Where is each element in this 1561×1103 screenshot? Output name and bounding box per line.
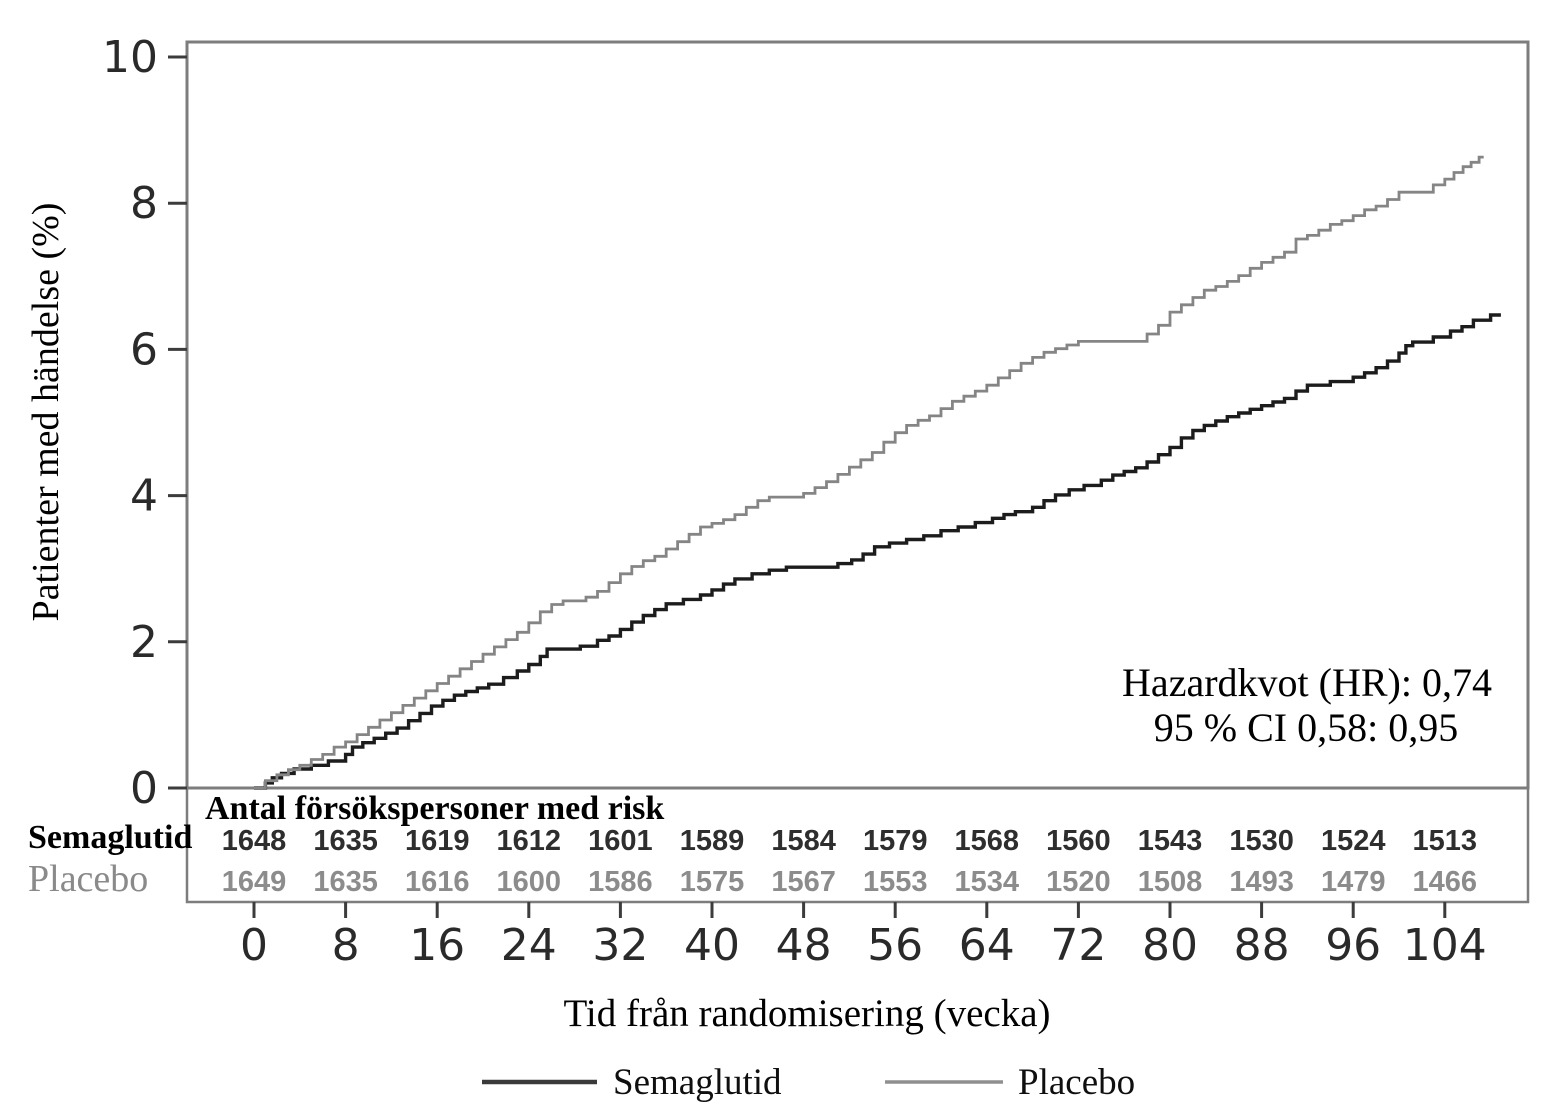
risk-count-semaglutid: 1648 — [222, 825, 287, 857]
x-tick-label: 64 — [959, 920, 1015, 971]
risk-count-semaglutid: 1513 — [1413, 825, 1478, 857]
risk-table-title: Antal försökspersoner med risk — [205, 790, 664, 827]
x-tick-label: 32 — [592, 920, 648, 971]
x-tick-label: 88 — [1234, 920, 1290, 971]
y-tick-label: 10 — [102, 32, 158, 83]
x-axis-title: Tid från randomisering (vecka) — [563, 992, 1050, 1035]
risk-count-semaglutid: 1619 — [405, 825, 470, 857]
risk-count-semaglutid: 1584 — [771, 825, 836, 857]
risk-count-placebo: 1600 — [497, 866, 562, 898]
risk-table-rows: 1648 1635 1619 1612 1601 1589 1584 1579 1568 1560… — [222, 825, 1477, 898]
risk-count-placebo: 1635 — [313, 866, 378, 898]
x-tick-label: 56 — [867, 920, 923, 971]
x-tick-label: 72 — [1050, 920, 1106, 971]
risk-count-semaglutid: 1601 — [588, 825, 653, 857]
x-tick-label: 16 — [409, 920, 465, 971]
x-tick-label: 0 — [240, 920, 268, 971]
risk-count-placebo: 1567 — [771, 866, 836, 898]
risk-count-placebo: 1534 — [955, 866, 1020, 898]
risk-count-semaglutid: 1524 — [1321, 825, 1386, 857]
risk-count-semaglutid: 1568 — [955, 825, 1020, 857]
x-tick-label: 80 — [1142, 920, 1198, 971]
annotation-hazard-ratio: Hazardkvot (HR): 0,74 — [1122, 660, 1492, 705]
series-line-semaglutid — [254, 313, 1501, 790]
risk-count-semaglutid: 1635 — [313, 825, 378, 857]
risk-count-placebo: 1466 — [1413, 866, 1478, 898]
y-tick-label: 2 — [130, 617, 158, 668]
risk-count-semaglutid: 1579 — [863, 825, 928, 857]
legend-label-placebo: Placebo — [1018, 1062, 1135, 1103]
x-tick-label: 40 — [684, 920, 740, 971]
risk-count-semaglutid: 1560 — [1046, 825, 1111, 857]
y-axis-ticks: 0 2 4 6 8 10 — [102, 32, 187, 814]
risk-count-placebo: 1479 — [1321, 866, 1386, 898]
risk-count-semaglutid: 1543 — [1138, 825, 1203, 857]
y-axis-title: Patienter med händelse (%) — [25, 203, 67, 622]
x-tick-label: 24 — [501, 920, 557, 971]
risk-count-placebo: 1649 — [222, 866, 287, 898]
risk-count-placebo: 1586 — [588, 866, 653, 898]
x-tick-label: 96 — [1325, 920, 1381, 971]
risk-table-frame — [185, 786, 1530, 904]
x-tick-label: 8 — [332, 920, 360, 971]
x-axis-ticks: 0 8 16 24 32 40 48 56 64 72 80 88 96 104 — [240, 902, 1487, 971]
annotation-confidence-interval: 95 % CI 0,58: 0,95 — [1154, 705, 1458, 750]
y-tick-label: 4 — [130, 471, 158, 522]
y-tick-label: 8 — [130, 178, 158, 229]
risk-count-placebo: 1493 — [1229, 866, 1294, 898]
y-tick-label: 0 — [130, 763, 158, 814]
risk-count-placebo: 1520 — [1046, 866, 1111, 898]
risk-count-placebo: 1553 — [863, 866, 928, 898]
y-tick-label: 6 — [130, 324, 158, 375]
series-line-placebo — [254, 155, 1484, 790]
risk-row-label-placebo: Placebo — [28, 858, 148, 900]
legend-label-semaglutid: Semaglutid — [613, 1062, 782, 1103]
risk-count-placebo: 1616 — [405, 866, 470, 898]
risk-count-placebo: 1575 — [680, 866, 745, 898]
x-tick-label: 48 — [776, 920, 832, 971]
risk-count-semaglutid: 1612 — [497, 825, 562, 857]
risk-count-semaglutid: 1530 — [1229, 825, 1294, 857]
risk-row-label-semaglutid: Semaglutid — [28, 819, 192, 856]
series-lines — [254, 155, 1501, 790]
legend: Semaglutid Placebo — [482, 1062, 1135, 1103]
risk-count-semaglutid: 1589 — [680, 825, 745, 857]
x-tick-label: 104 — [1403, 920, 1487, 971]
risk-count-placebo: 1508 — [1138, 866, 1203, 898]
